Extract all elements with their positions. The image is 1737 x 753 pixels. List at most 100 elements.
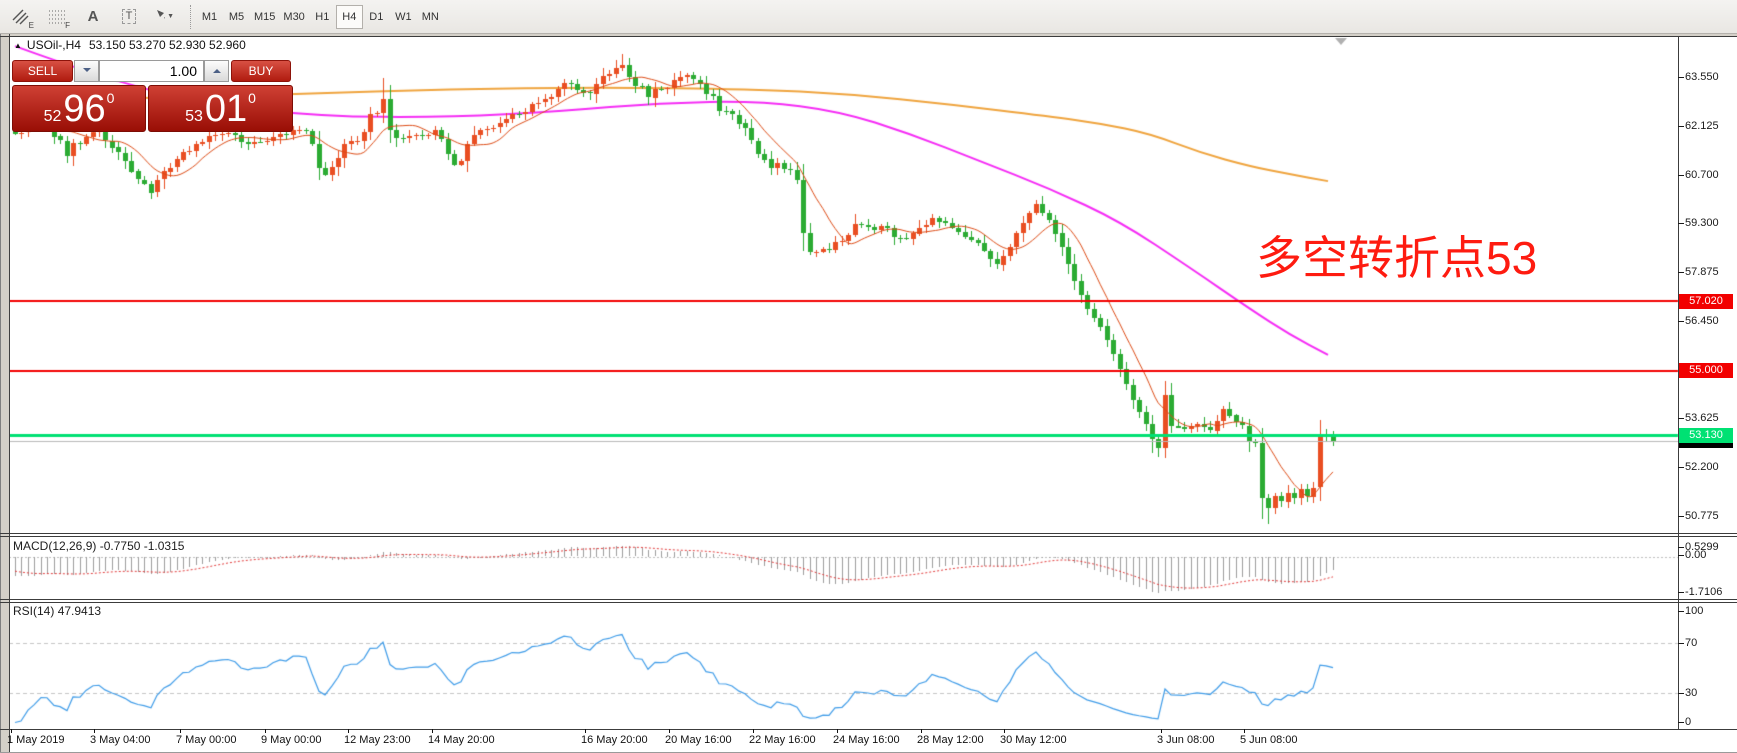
- price-tick: [1678, 126, 1684, 127]
- time-tick: [753, 729, 754, 733]
- time-axis-label: 30 May 12:00: [1000, 734, 1067, 746]
- rsi-axis-label: 70: [1685, 637, 1698, 649]
- timeframe-H4-active[interactable]: H4: [335, 4, 363, 29]
- time-tick: [669, 729, 670, 733]
- price-axis-label: 63.550: [1685, 71, 1719, 83]
- rsi-axis-label: 30: [1685, 687, 1698, 699]
- timeframe-MN[interactable]: MN: [417, 5, 444, 29]
- time-tick: [837, 729, 838, 733]
- rsi-tick: [1678, 693, 1684, 694]
- level-price-badge: 55.000: [1679, 363, 1733, 378]
- timeframe-M1[interactable]: M1: [196, 5, 223, 29]
- toolbar-separator: [190, 4, 192, 29]
- price-axis-label: 56.450: [1685, 315, 1719, 327]
- macd-label: MACD(12,26,9) -0.7750 -1.0315: [13, 539, 184, 553]
- triangle-down-icon: [82, 67, 91, 76]
- equidistant-channel-icon[interactable]: E: [6, 4, 36, 30]
- time-axis-label: 20 May 16:00: [665, 734, 732, 746]
- toolbar: E F A T ▼ M1 M5 M15 M30 H1 H4 D1 W1 MN: [0, 0, 1737, 34]
- bid-price-tile[interactable]: 52 96 0: [12, 85, 146, 132]
- timeframe-M30[interactable]: M30: [279, 5, 308, 29]
- time-tick: [11, 729, 12, 733]
- sell-button[interactable]: SELL: [12, 60, 73, 82]
- chart-text-annotation[interactable]: 多空转折点53: [1256, 232, 1538, 284]
- rsi-top-border: [0, 602, 1737, 603]
- price-axis-label: 60.700: [1685, 169, 1719, 181]
- volume-input[interactable]: [99, 60, 204, 82]
- time-axis-label: 3 May 04:00: [90, 734, 151, 746]
- price-tick: [1678, 223, 1684, 224]
- macd-tick: [1678, 555, 1684, 556]
- ask-price-big-digits: 01: [204, 87, 248, 130]
- time-axis-label: 1 May 2019: [7, 734, 65, 746]
- text-label-icon[interactable]: T: [114, 4, 144, 30]
- triangle-up-icon: [212, 65, 221, 73]
- price-axis-label: 59.300: [1685, 217, 1719, 229]
- timeframe-H1[interactable]: H1: [309, 5, 336, 29]
- time-axis-label: 28 May 12:00: [917, 734, 984, 746]
- time-tick: [1004, 729, 1005, 733]
- time-axis-label: 14 May 20:00: [428, 734, 495, 746]
- time-axis-label: 3 Jun 08:00: [1157, 734, 1215, 746]
- chart-top-border: [0, 36, 1737, 37]
- rsi-tick: [1678, 643, 1684, 644]
- time-tick: [348, 729, 349, 733]
- time-tick: [1244, 729, 1245, 733]
- price-tick: [1678, 418, 1684, 419]
- rsi-bottom-border: [0, 729, 1737, 730]
- window-left-frame: [0, 33, 10, 752]
- symbol-period-label: USOil-,H4: [26, 38, 81, 52]
- time-tick: [585, 729, 586, 733]
- time-axis-strip[interactable]: [9, 730, 1737, 752]
- macd-axis-label: 0.5299: [1685, 541, 1719, 553]
- time-tick: [432, 729, 433, 733]
- ask-price-tile[interactable]: 53 01 0: [148, 85, 293, 132]
- rsi-value: 47.9413: [57, 604, 102, 618]
- timeframe-W1[interactable]: W1: [390, 5, 417, 29]
- volume-increase-button[interactable]: [204, 60, 229, 82]
- ask-price-pip-digit: 0: [248, 90, 256, 106]
- buy-button[interactable]: BUY: [231, 60, 291, 82]
- macd-values: -0.7750 -1.0315: [99, 539, 185, 553]
- level-price-badge: 57.020: [1679, 294, 1733, 309]
- collapse-panel-icon[interactable]: ▲: [14, 41, 22, 50]
- timeframe-M15[interactable]: M15: [250, 5, 279, 29]
- price-tick: [1678, 321, 1684, 322]
- price-axis-label: 50.775: [1685, 510, 1719, 522]
- time-tick: [1161, 729, 1162, 733]
- time-tick: [94, 729, 95, 733]
- main-macd-separator[interactable]: [0, 533, 1737, 534]
- price-tick: [1678, 175, 1684, 176]
- text-icon[interactable]: A: [78, 4, 108, 30]
- rsi-name: RSI(14): [13, 604, 55, 618]
- time-tick: [265, 729, 266, 733]
- macd-axis-label: 0.00: [1685, 549, 1707, 561]
- toolbar-gap: [0, 33, 1737, 36]
- rsi-label: RSI(14) 47.9413: [13, 604, 101, 618]
- price-tick: [1678, 516, 1684, 517]
- ask-price-small-digits: 53: [185, 108, 203, 125]
- timeframe-D1[interactable]: D1: [363, 5, 390, 29]
- volume-decrease-button[interactable]: [74, 60, 99, 82]
- macd-rsi-separator[interactable]: [0, 599, 1737, 600]
- macd-name: MACD(12,26,9): [13, 539, 97, 553]
- fibonacci-icon[interactable]: F: [42, 4, 72, 30]
- macd-axis-label: -1.7106: [1685, 586, 1723, 598]
- arrows-icon[interactable]: ▼: [150, 4, 180, 30]
- time-axis-label: 16 May 20:00: [581, 734, 648, 746]
- price-tick: [1678, 77, 1684, 78]
- timeframe-M5[interactable]: M5: [223, 5, 250, 29]
- ohlc-values: 53.150 53.270 52.930 52.960: [88, 38, 246, 52]
- time-axis-label: 9 May 00:00: [261, 734, 322, 746]
- time-axis-label: 24 May 16:00: [833, 734, 900, 746]
- time-axis-label: 5 Jun 08:00: [1240, 734, 1298, 746]
- rsi-axis-label: 100: [1685, 605, 1704, 617]
- macd-tick: [1678, 592, 1684, 593]
- price-axis-label: 57.875: [1685, 266, 1719, 278]
- time-axis-label: 7 May 00:00: [176, 734, 237, 746]
- chart-title: ▲ USOil-,H4 53.150 53.270 52.930 52.960: [14, 38, 246, 52]
- price-axis-label: 53.625: [1685, 412, 1719, 424]
- bid-price-small-digits: 52: [43, 108, 62, 125]
